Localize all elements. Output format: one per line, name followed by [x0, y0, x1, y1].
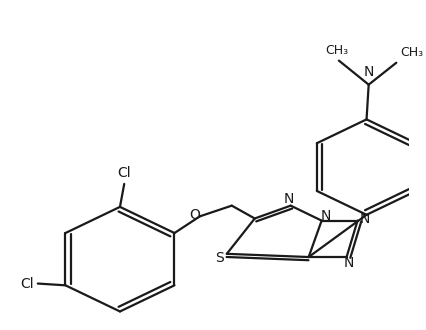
Text: N: N — [363, 65, 374, 79]
Text: S: S — [215, 251, 224, 265]
Text: N: N — [360, 212, 371, 226]
Text: Cl: Cl — [118, 166, 131, 180]
Text: N: N — [343, 256, 354, 270]
Text: CH₃: CH₃ — [325, 44, 348, 57]
Text: O: O — [189, 208, 200, 221]
Text: CH₃: CH₃ — [400, 46, 424, 59]
Text: Cl: Cl — [20, 277, 34, 290]
Text: N: N — [283, 192, 294, 206]
Text: N: N — [321, 209, 331, 223]
